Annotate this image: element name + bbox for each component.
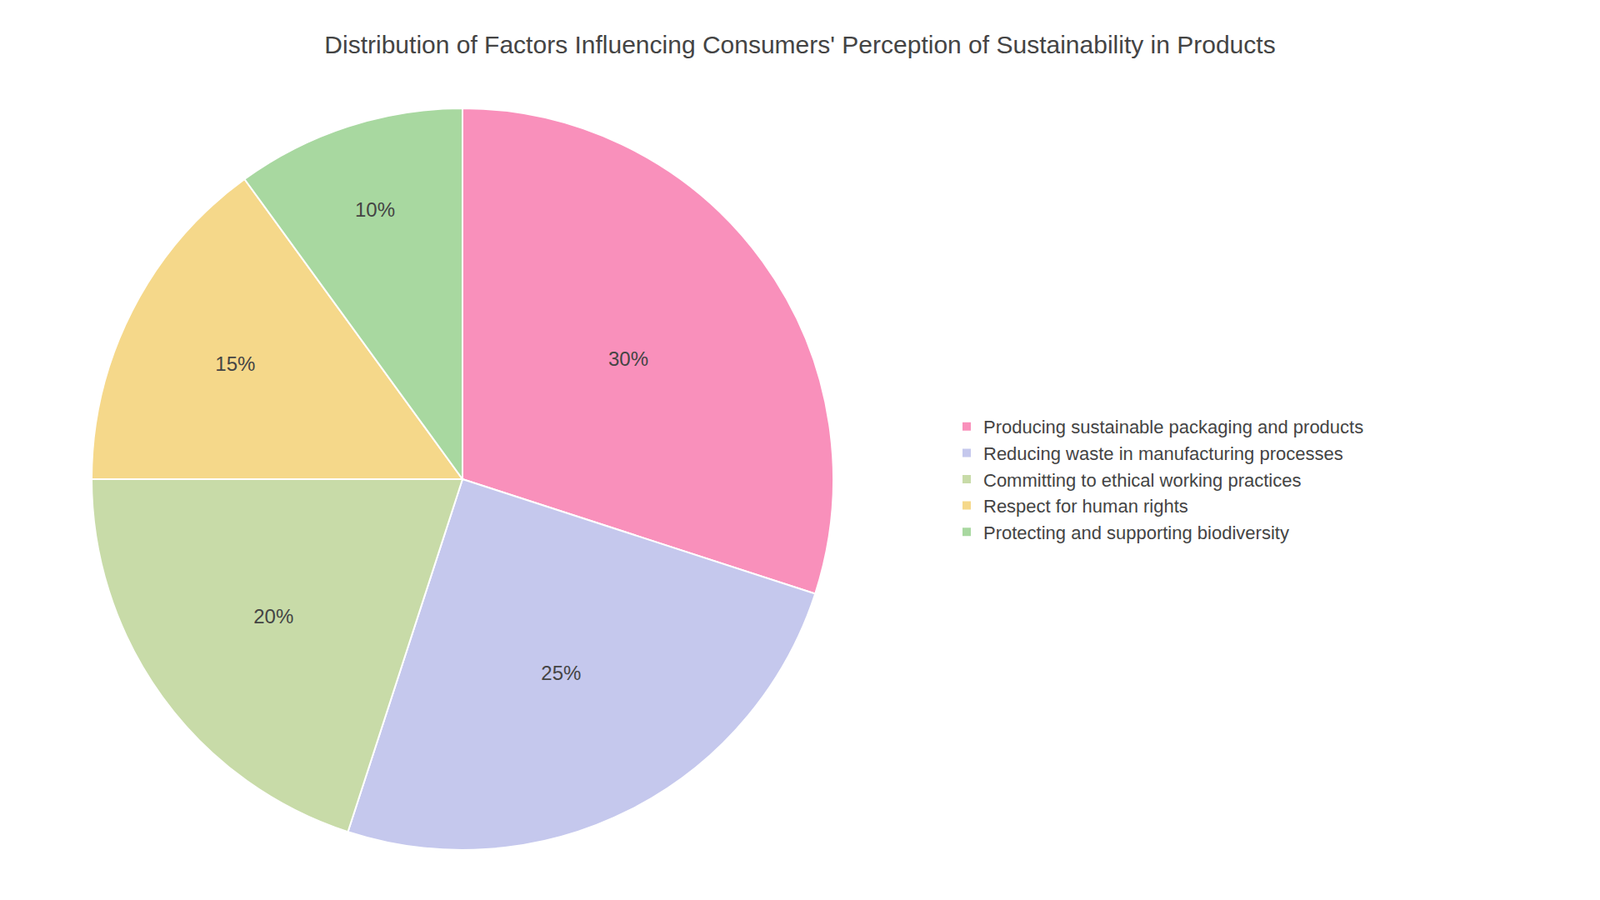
- svg-text:20%: 20%: [253, 605, 294, 628]
- svg-text:Respect for human rights: Respect for human rights: [983, 495, 1189, 517]
- svg-text:Protecting and supporting biod: Protecting and supporting biodiversity: [983, 522, 1290, 544]
- svg-text:30%: 30%: [608, 347, 649, 370]
- svg-text:10%: 10%: [355, 198, 395, 221]
- svg-text:15%: 15%: [215, 352, 255, 375]
- svg-text:Producing sustainable packagin: Producing sustainable packaging and prod…: [983, 416, 1364, 438]
- svg-text:Reducing waste in manufacturin: Reducing waste in manufacturing processe…: [983, 443, 1344, 465]
- svg-text:25%: 25%: [540, 661, 581, 685]
- svg-text:Distribution of Factors Influe: Distribution of Factors Influencing Cons…: [324, 30, 1275, 59]
- svg-text:Committing to ethical working: Committing to ethical working practices: [983, 470, 1301, 491]
